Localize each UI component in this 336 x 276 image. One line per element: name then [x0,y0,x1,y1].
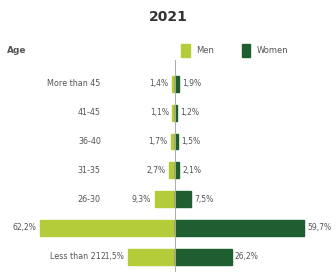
Bar [171,134,175,150]
Bar [242,44,250,57]
Bar [172,76,175,92]
Text: 1,1%: 1,1% [150,108,169,117]
Text: 21,5%: 21,5% [101,252,125,261]
Bar [175,191,191,207]
Text: 1,2%: 1,2% [181,108,200,117]
Bar [175,163,179,178]
Text: 26,2%: 26,2% [235,252,259,261]
Bar [175,249,232,265]
Bar [155,191,175,207]
Text: 9,3%: 9,3% [132,195,151,204]
Text: 2021: 2021 [149,10,187,23]
Text: 31-35: 31-35 [78,166,101,175]
Text: 1,7%: 1,7% [149,137,168,146]
Bar [175,220,304,236]
Bar [128,249,175,265]
Bar [181,44,190,57]
Text: 59,7%: 59,7% [308,224,332,232]
Bar [175,76,179,92]
Bar [172,105,175,121]
Text: 1,4%: 1,4% [149,79,168,88]
Text: 2,1%: 2,1% [183,166,202,175]
Text: 2,7%: 2,7% [146,166,166,175]
Bar [169,163,175,178]
Bar [175,134,178,150]
Bar [175,105,177,121]
Text: 62,2%: 62,2% [12,224,36,232]
Text: Age: Age [7,46,26,55]
Text: 21-25: 21-25 [78,224,101,232]
Text: 1,5%: 1,5% [181,137,201,146]
Text: Less than 21: Less than 21 [50,252,101,261]
Text: Men: Men [197,46,214,55]
Text: 1,9%: 1,9% [182,79,201,88]
Text: 7,5%: 7,5% [194,195,214,204]
Text: More than 45: More than 45 [47,79,101,88]
Text: 36-40: 36-40 [78,137,101,146]
Text: Women: Women [257,46,289,55]
Text: 41-45: 41-45 [78,108,101,117]
Text: 26-30: 26-30 [78,195,101,204]
Bar [40,220,175,236]
